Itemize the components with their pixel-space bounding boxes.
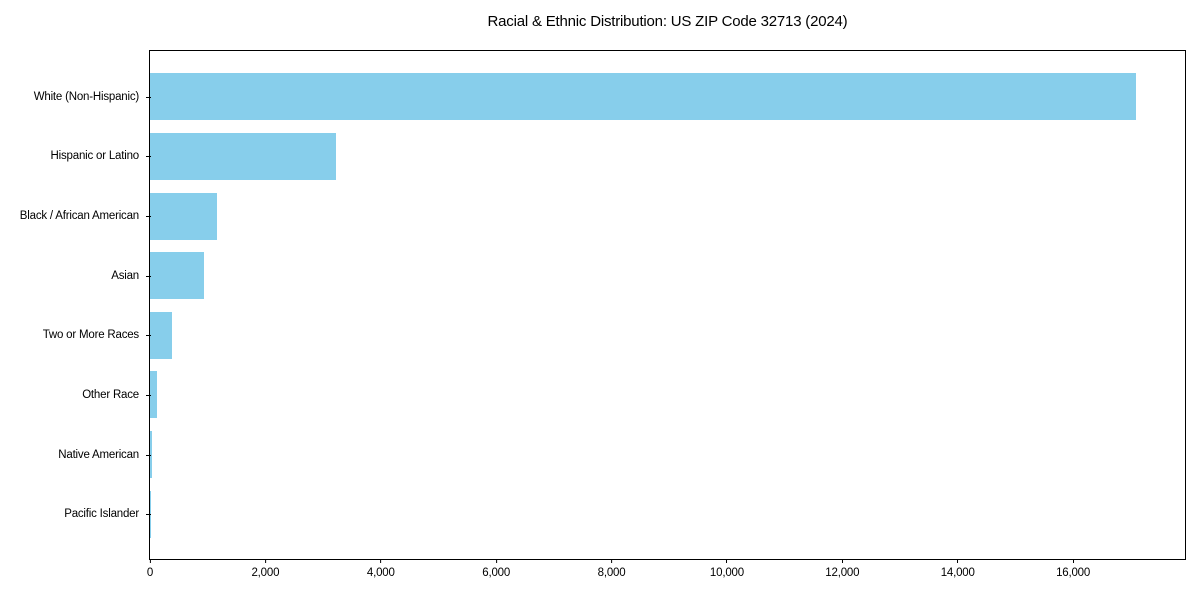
x-tick-label: 0: [146, 567, 154, 579]
bar: [150, 192, 217, 240]
x-tick-label: 14,000: [940, 567, 975, 579]
bar-row: Asian: [111, 246, 1185, 306]
x-tick: 16,000: [1056, 559, 1090, 579]
x-tick: 12,000: [825, 559, 859, 579]
x-tick-label: 2,000: [251, 567, 280, 579]
y-tick-mark: [146, 394, 151, 396]
x-tick-label: 6,000: [482, 567, 511, 579]
y-axis-label: Native American: [58, 448, 139, 461]
bar-row: Other Race: [82, 365, 1185, 425]
x-tick-mark: [1072, 559, 1074, 563]
x-tick-label: 12,000: [825, 567, 860, 579]
x-tick: 4,000: [367, 559, 395, 579]
x-tick-label: 16,000: [1056, 567, 1091, 579]
x-tick-mark: [495, 559, 497, 563]
plot-area: White (Non-Hispanic) Hispanic or Latino Bl…: [20, 50, 1186, 579]
y-tick-mark: [146, 216, 151, 218]
y-tick-mark: [146, 335, 151, 337]
x-tick-label: 4,000: [366, 567, 395, 579]
y-tick-mark: [146, 275, 151, 277]
bar-row: White (Non-Hispanic): [34, 67, 1185, 127]
x-tick: 14,000: [941, 559, 975, 579]
bar-row: Black / African American: [20, 186, 1185, 246]
x-tick: 2,000: [251, 559, 279, 579]
x-tick-mark: [726, 559, 728, 563]
x-tick-mark: [380, 559, 382, 563]
y-tick-mark: [146, 96, 151, 98]
bar-row: Native American: [58, 425, 1185, 485]
y-axis-label: Pacific Islander: [64, 508, 139, 521]
bar: [150, 132, 337, 180]
y-axis-label: Hispanic or Latino: [50, 150, 140, 163]
bar-row: Hispanic or Latino: [51, 127, 1185, 187]
x-tick-mark: [264, 559, 266, 563]
x-tick-label: 10,000: [709, 567, 744, 579]
bar: [150, 431, 153, 479]
x-tick-mark: [957, 559, 959, 563]
x-tick: 0: [147, 559, 153, 579]
bar: [150, 73, 1136, 121]
y-axis-label: White (Non-Hispanic): [33, 90, 139, 103]
bars-container: White (Non-Hispanic) Hispanic or Latino Bl…: [20, 67, 1185, 544]
x-tick: 8,000: [598, 559, 626, 579]
y-axis-label: Two or More Races: [42, 329, 140, 342]
chart-title: Racial & Ethnic Distribution: US ZIP Cod…: [487, 13, 848, 30]
y-tick-mark: [146, 156, 151, 158]
x-tick-mark: [841, 559, 843, 563]
y-axis-label: Asian: [111, 269, 139, 282]
bar: [150, 371, 157, 419]
bar-row: Pacific Islander: [64, 484, 1185, 544]
y-axis-label: Other Race: [82, 388, 139, 401]
bar: [150, 311, 172, 359]
y-tick-mark: [146, 454, 151, 456]
bar-row: Two or More Races: [43, 306, 1185, 366]
x-tick: 10,000: [710, 559, 744, 579]
bar: [150, 252, 204, 300]
x-tick-mark: [149, 559, 151, 563]
x-tick-mark: [611, 559, 613, 563]
x-tick-label: 8,000: [597, 567, 626, 579]
y-tick-mark: [146, 514, 151, 516]
y-axis-label: Black / African American: [19, 210, 139, 223]
x-tick: 6,000: [482, 559, 510, 579]
